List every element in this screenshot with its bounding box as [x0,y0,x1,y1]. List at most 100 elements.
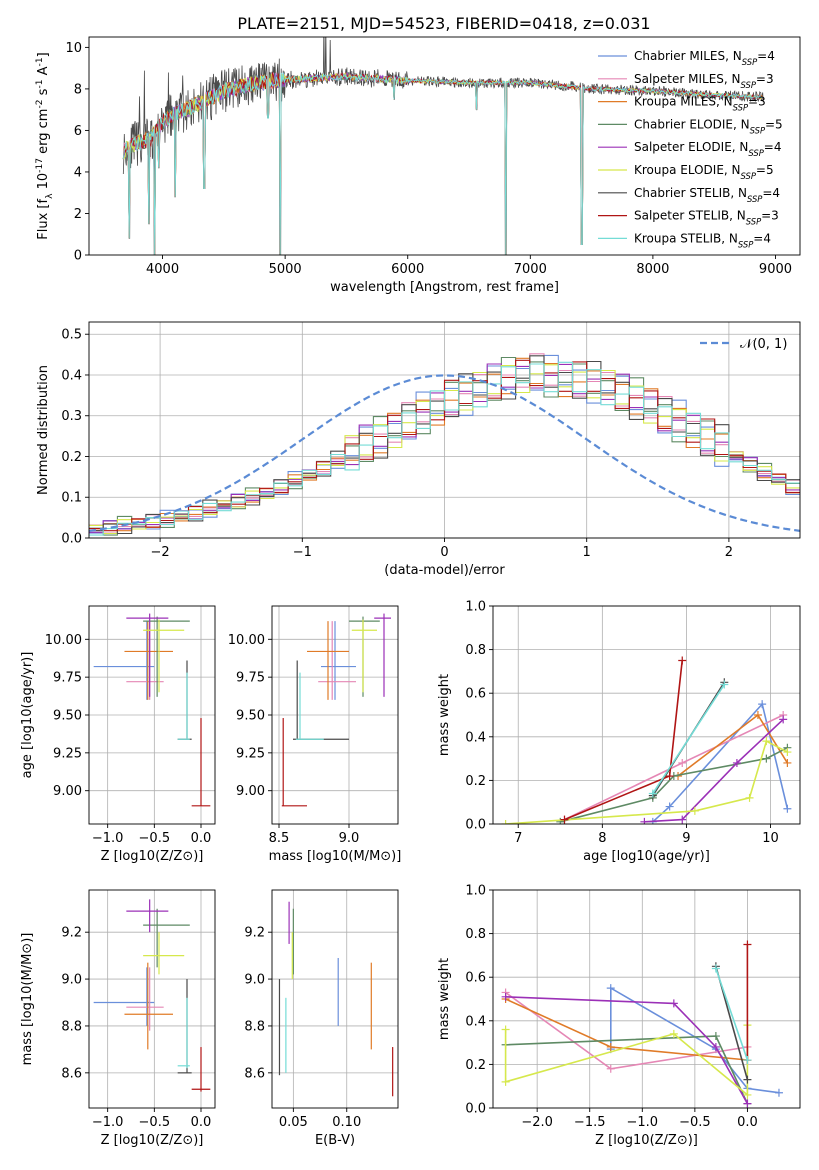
marker [774,1088,783,1097]
errorbar-salpeter-elodie [374,613,391,697]
errorbar-kroupa-stelib [177,997,190,1069]
y-axis-label: age [log10(age/yr)] [20,652,35,779]
axes-frame [492,889,801,1109]
y-tick-label: 0 [74,249,82,264]
x-tick-label: 0.0 [737,1115,758,1130]
x-tick-label: 0 [440,545,448,560]
y-tick-label: 6 [74,124,82,139]
y-tick-label: 0.4 [465,1014,486,1029]
series-salpeter-elodie [640,715,788,824]
x-tick-label: −2 [151,545,170,560]
marker [711,1042,720,1051]
legend-label: Kroupa STELIB, NSSP=4 [634,231,771,249]
x-tick-label: −0.5 [139,831,171,846]
x-axis-label: Z [log10(Z/Z⊙)] [101,849,204,864]
x-tick-label: 7000 [514,262,547,277]
x-tick-label: −1.0 [627,1115,659,1130]
axes-frame [492,605,801,825]
marker [678,656,687,665]
y-tick-label: 9.25 [53,746,82,761]
plot-area-weight-vs-age [501,656,792,824]
x-tick-label: 8000 [636,262,669,277]
y-tick-label: 4 [74,165,82,180]
panel-age-vs-mass: 8.5 9.0 9.00 9.25 9.50 9.75 10.00 mass [log10(M… [228,605,401,864]
y-tick-label: 0.2 [465,1058,486,1073]
y-tick-label: 8 [74,82,82,97]
marker [606,1042,615,1051]
marker [501,1077,510,1086]
x-tick-label: 1 [583,545,591,560]
x-tick-label: 0.0 [191,1115,212,1130]
x-axis-label: wavelength [Angstrom, rest frame] [330,280,559,295]
x-tick-label: 8.5 [269,831,290,846]
marker [556,817,565,824]
x-tick-label: −0.5 [139,1115,171,1130]
marker [745,793,754,802]
y-tick-label: 0.3 [61,409,82,424]
histogram-salpeter-stelib [89,359,800,532]
marker [665,802,674,811]
x-axis-label: (data-model)/error [384,563,505,578]
errorbar-chabrier-elodie [143,908,190,968]
legend-label: Chabrier STELIB, NSSP=4 [634,186,780,204]
figure-title: PLATE=2151, MJD=54523, FIBERID=0418, z=0… [237,14,650,33]
series-salpeter-stelib [560,656,687,824]
marker [669,1029,678,1038]
x-axis-label: E(B-V) [315,1133,355,1148]
errorbar-salpeter-stelib [191,718,211,807]
axes-frame [88,36,801,256]
y-tick-label: 1.0 [465,600,486,615]
x-tick-label: −2.0 [521,1115,553,1130]
x-tick-label: 0.10 [332,1115,361,1130]
errorbar-salpeter-stelib [191,1047,211,1092]
histogram-kroupa-stelib [89,361,800,536]
y-tick-label: 8.6 [244,1066,265,1081]
y-tick-label: 0.5 [61,328,82,343]
y-tick-label: 0.2 [61,450,82,465]
marker [743,1099,752,1108]
errorbar-chabrier-miles [93,621,155,700]
panel-mass-vs-ebv: 0.05 0.10 8.6 8.8 9.0 9.2 E(B-V) [244,889,399,1148]
legend-label: Kroupa ELODIE, NSSP=5 [634,163,774,181]
legend-label: Salpeter MILES, NSSP=3 [634,72,774,90]
errorbar-kroupa-stelib [295,672,324,740]
errorbar-kroupa-elodie [351,619,377,693]
errorbar-kroupa-miles [124,962,173,1050]
x-tick-label: 8 [598,831,606,846]
errorbar-salpeter-elodie [126,613,169,697]
marker [678,815,687,824]
marker [501,1025,510,1034]
errorbar-chabrier-miles [321,621,356,700]
y-tick-label: 9.75 [236,671,265,686]
plot-area-residuals [89,353,800,536]
panel-residuals: 𝒩(0, 1) −2 −1 0 1 2 0.0 0.1 0.2 0.3 0.4 0.5 (data-mo… [36,321,801,578]
y-tick-label: 0.6 [465,687,486,702]
y-tick-label: 0.0 [61,532,82,547]
spectrum-kroupa-stelib [122,72,763,255]
x-tick-label: 6000 [391,262,424,277]
x-tick-label: −1.5 [574,1115,606,1130]
y-axis-label: Flux [fλ 10-17 erg cm-2 s-1 A-1] [35,52,55,239]
y-axis-label: mass weight [437,958,452,1040]
marker [711,1032,720,1041]
y-tick-label: 9.50 [53,709,82,724]
y-tick-label: 9.2 [244,926,265,941]
errorbar-kroupa-elodie [143,619,185,693]
x-tick-label: −1.0 [92,1115,124,1130]
errorbar-kroupa-stelib [177,672,190,740]
x-axis-label: age [log10(age/yr)] [583,849,710,864]
x-tick-label: 9.0 [339,831,360,846]
legend-label: Chabrier MILES, NSSP=4 [634,49,775,67]
x-tick-label: 0.0 [191,831,212,846]
x-tick-label: 0.05 [279,1115,308,1130]
y-tick-label: 10 [65,41,82,56]
legend-label: Salpeter STELIB, NSSP=3 [634,209,779,227]
x-tick-label: −1 [293,545,312,560]
panel-weight-vs-age: 7 8 9 10 0.0 0.2 0.4 0.6 0.8 1.0 age [log10(age/yr… [437,600,801,864]
marker [743,940,752,949]
y-axis-label: mass weight [437,674,452,756]
y-tick-label: 0.8 [465,927,486,942]
plot-area-mass-vs-ebv [278,901,394,1097]
y-tick-label: 1.0 [465,884,486,899]
